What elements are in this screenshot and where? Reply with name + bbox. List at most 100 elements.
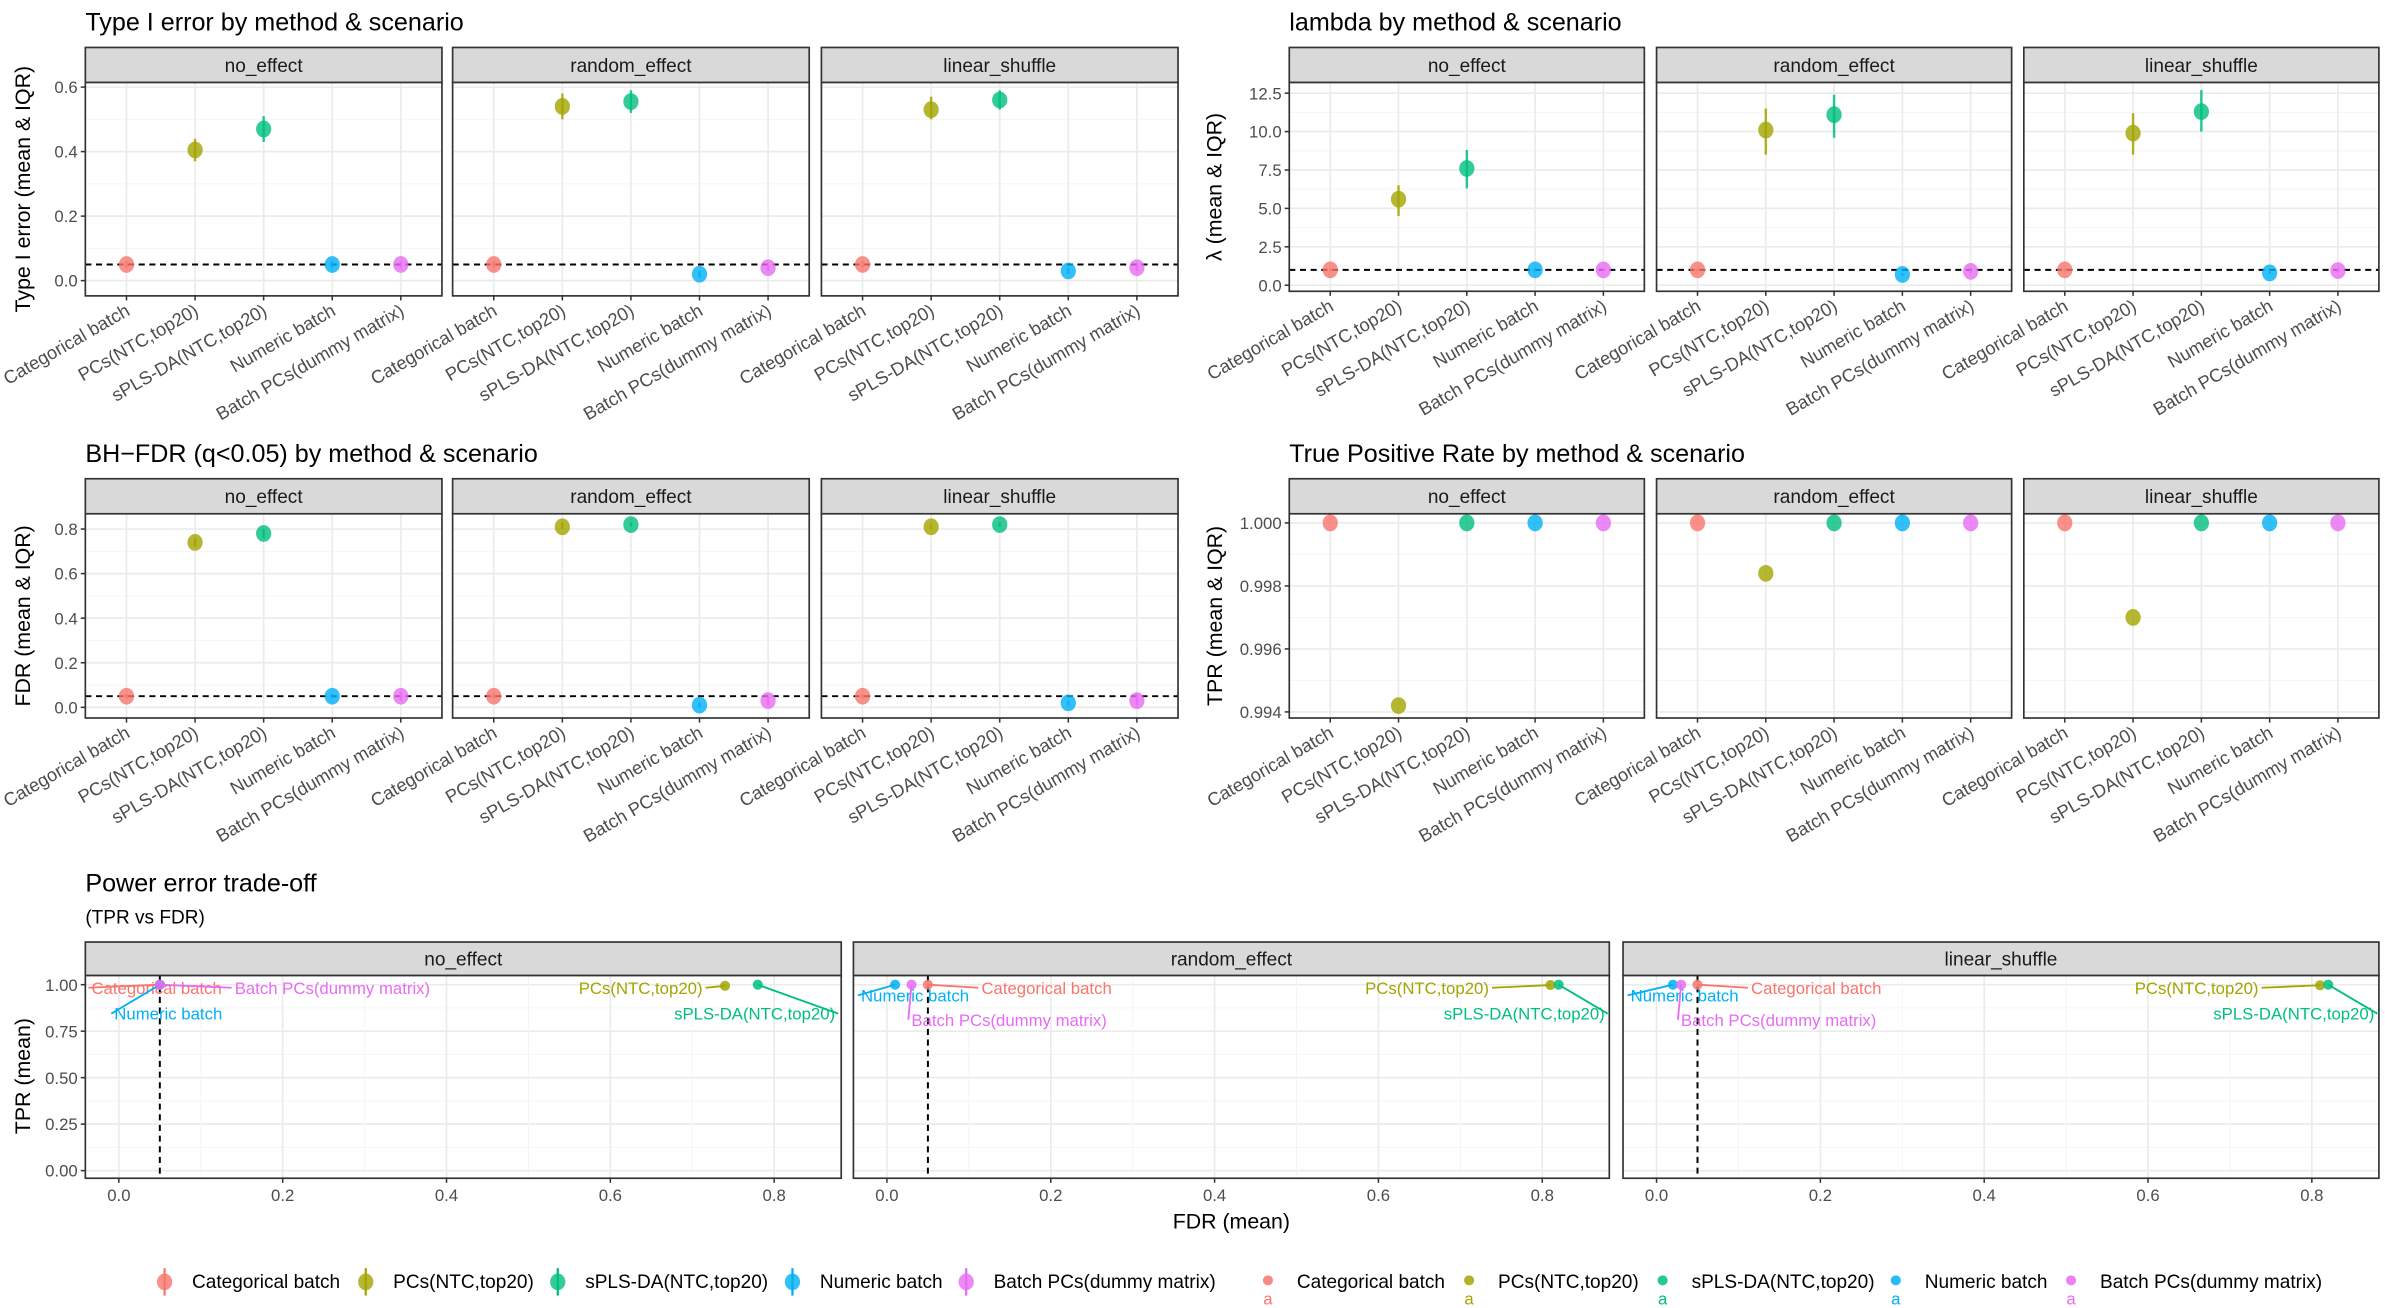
point-numeric-batch	[1894, 514, 1910, 532]
y-tick-label: 0.4	[54, 143, 77, 162]
point-categorical-batch	[1689, 514, 1706, 532]
point-categorical-batch	[922, 979, 933, 990]
facet-strip-label: linear_shuffle	[1945, 950, 2058, 971]
point-pcs-ntc-top20-	[1390, 190, 1407, 208]
legend-key-point	[1890, 1275, 1901, 1286]
facet-strip	[84, 46, 443, 84]
label-connector	[2261, 984, 2321, 989]
y-tick-label: 0.6	[54, 78, 77, 97]
point-batch-pcs-dummy-matrix-	[154, 979, 165, 990]
point-numeric-batch	[890, 979, 901, 990]
legend-key-letter: a	[2066, 1290, 2076, 1308]
point-categorical-batch	[118, 687, 135, 705]
point-label: PCs(NTC,top20)	[2135, 979, 2259, 998]
point-batch-pcs-dummy-matrix-	[1595, 514, 1612, 532]
label-connector	[1627, 983, 1674, 997]
legend-item-label: PCs(NTC,top20)	[1498, 1272, 1639, 1293]
point-spls-da-ntc-top20-	[2193, 103, 2209, 120]
facet-strip-label: linear_shuffle	[2145, 56, 2258, 77]
x-tick-label: 0.6	[2136, 1186, 2159, 1205]
legend-labels: a Categorical batch a PCs(NTC,top20) a sPLS-D…	[1262, 1272, 2322, 1308]
x-tick-label: 0.2	[1809, 1186, 1832, 1205]
chart-title: True Positive Rate by method & scenario	[1289, 440, 1745, 468]
label-connector	[159, 983, 232, 989]
point-pcs-ntc-top20-	[2125, 124, 2141, 142]
point-batch-pcs-dummy-matrix-	[760, 259, 776, 277]
legend-key-point	[1464, 1275, 1475, 1286]
point-numeric-batch	[1667, 979, 1678, 990]
y-tick-label: 1.00	[45, 976, 78, 995]
legend-item-label: sPLS-DA(NTC,top20)	[1692, 1272, 1875, 1293]
y-tick-label: 0.00	[45, 1162, 78, 1181]
legend-key-point	[2066, 1275, 2077, 1286]
point-batch-pcs-dummy-matrix-	[1595, 261, 1612, 279]
facet-strip	[820, 477, 1179, 515]
facet-strip	[852, 941, 1611, 977]
legend-item-label: Categorical batch	[1297, 1272, 1445, 1293]
chart-2: BH−FDR (q<0.05) by method & scenario FDR …	[0, 440, 1179, 846]
panel-border	[84, 974, 843, 1180]
point-batch-pcs-dummy-matrix-	[2330, 262, 2346, 279]
panel-border	[1655, 512, 2013, 719]
point-numeric-batch	[1060, 262, 1076, 280]
facet-strip	[84, 941, 843, 977]
point-label: sPLS-DA(NTC,top20)	[2213, 1005, 2374, 1024]
facet-strip-label: no_effect	[1428, 487, 1507, 508]
point-numeric-batch	[1527, 514, 1543, 532]
point-spls-da-ntc-top20-	[992, 91, 1008, 109]
legend-item-label: Batch PCs(dummy matrix)	[2100, 1272, 2322, 1293]
point-batch-pcs-dummy-matrix-	[1129, 259, 1145, 277]
point-numeric-batch	[2262, 514, 2278, 532]
panel-border	[852, 974, 1611, 1180]
x-tick-label: 0.0	[107, 1186, 130, 1205]
label-connector	[907, 984, 913, 1020]
x-tick-label: 0.0	[1645, 1186, 1668, 1205]
y-tick-label: 0.0	[54, 698, 77, 717]
panel-border	[1288, 81, 1646, 293]
point-pcs-ntc-top20-	[1390, 697, 1407, 714]
facet-strip-label: random_effect	[1773, 56, 1895, 77]
point-spls-da-ntc-top20-	[992, 516, 1008, 533]
legend-key-point	[1657, 1275, 1668, 1286]
point-label: sPLS-DA(NTC,top20)	[1444, 1005, 1605, 1024]
point-spls-da-ntc-top20-	[256, 120, 272, 138]
x-tick-label: 0.6	[1367, 1186, 1390, 1205]
panel-border	[84, 512, 443, 719]
facet-strip-label: random_effect	[1171, 950, 1293, 971]
panel-border	[451, 512, 811, 719]
point-numeric-batch	[1060, 694, 1076, 712]
label-connector	[1697, 983, 1749, 989]
point-spls-da-ntc-top20-	[752, 979, 763, 990]
label-connector	[757, 983, 839, 1015]
facet-strip	[820, 46, 1179, 84]
x-tick-label: 0.4	[1973, 1186, 1996, 1205]
label-connector	[1558, 983, 1609, 1015]
point-numeric-batch	[691, 696, 708, 714]
point-spls-da-ntc-top20-	[2193, 514, 2209, 532]
point-label: PCs(NTC,top20)	[1365, 979, 1489, 998]
label-connector	[110, 983, 161, 1015]
panel-border	[820, 512, 1179, 719]
point-pcs-ntc-top20-	[1758, 564, 1774, 582]
legend-item-label: Batch PCs(dummy matrix)	[994, 1272, 1216, 1293]
panel-border	[820, 81, 1179, 297]
point-batch-pcs-dummy-matrix-	[1963, 514, 1979, 532]
point-batch-pcs-dummy-matrix-	[1963, 262, 1979, 280]
point-spls-da-ntc-top20-	[1553, 979, 1564, 990]
chart-tradeoff: Power error trade-off (TPR vs FDR) TPR (me…	[11, 870, 2380, 1234]
point-spls-da-ntc-top20-	[1826, 106, 1842, 124]
point-pcs-ntc-top20-	[554, 98, 570, 115]
point-numeric-batch	[1527, 261, 1543, 279]
x-tick-label: 0.6	[599, 1186, 622, 1205]
point-categorical-batch	[1689, 261, 1706, 279]
facet-strip-label: random_effect	[1773, 487, 1895, 508]
panel-border	[451, 81, 811, 297]
y-tick-label: 2.5	[1258, 238, 1281, 257]
y-tick-label: 0.6	[54, 565, 77, 584]
legend-key-letter: a	[1263, 1290, 1273, 1308]
